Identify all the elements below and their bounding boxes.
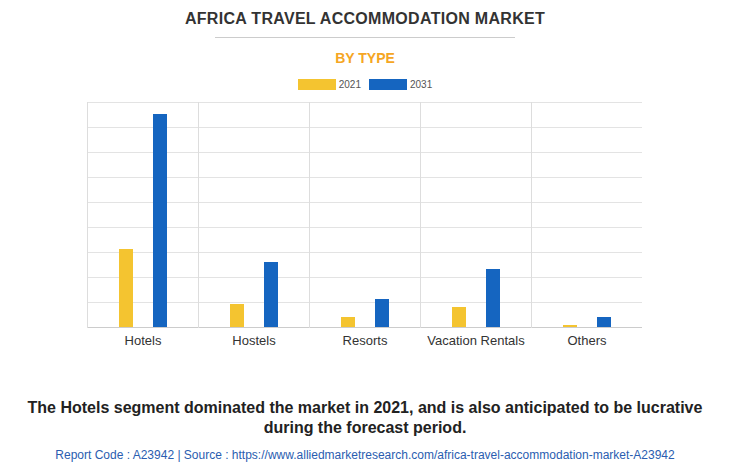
html-text:AFRICA TRAVEL ACCOMMODATION MA: AFRICA TRAVEL ACCOMMODATION MARKET	[184, 10, 545, 27]
html-text:BY TYPE: BY TYPE	[335, 50, 395, 66]
html-text:Report Code : A23942 | Source: Report Code : A23942 | Source : https://…	[55, 448, 675, 462]
html-text:The Hotels segment dominated t: The Hotels segment dominated the market …	[27, 399, 703, 436]
svg-text:Hostels: Hostels	[232, 333, 276, 348]
svg-text:Hotels: Hotels	[125, 333, 162, 348]
html-text:2021: 2021	[338, 79, 361, 90]
html-text:2031: 2031	[410, 79, 433, 90]
svg-text:Vacation Rentals: Vacation Rentals	[427, 333, 525, 348]
svg-text:Others: Others	[567, 333, 607, 348]
svg-text:Resorts: Resorts	[343, 333, 388, 348]
